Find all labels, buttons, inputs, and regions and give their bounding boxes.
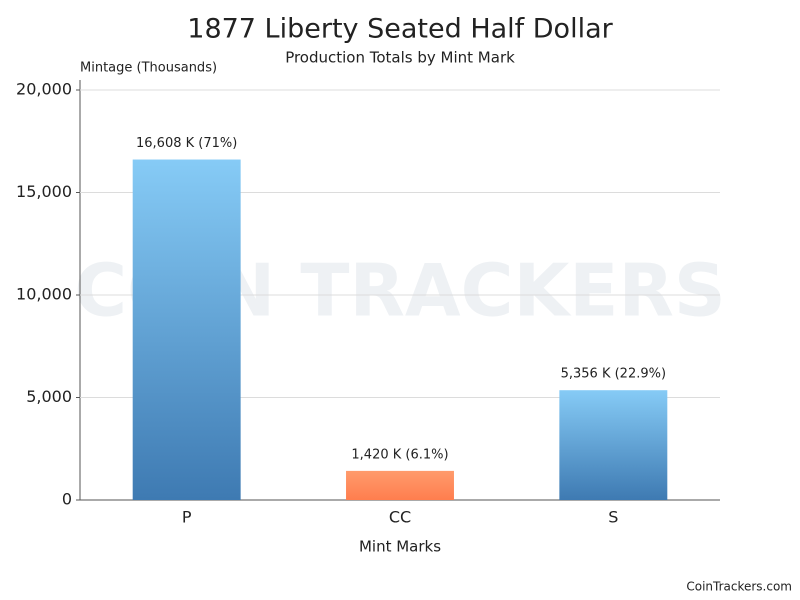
value-label: 1,420 K (6.1%) <box>351 447 448 462</box>
chart-title: 1877 Liberty Seated Half Dollar <box>187 14 613 45</box>
y-tick-label: 0 <box>62 490 72 509</box>
y-axis-title: Mintage (Thousands) <box>80 61 217 76</box>
x-tick-label: S <box>608 508 618 527</box>
x-tick-label: P <box>182 508 192 527</box>
y-tick-label: 15,000 <box>16 182 72 201</box>
source: CoinTrackers.com <box>686 580 792 594</box>
bar <box>133 160 241 500</box>
x-axis-title: Mint Marks <box>359 538 441 556</box>
chart-subtitle: Production Totals by Mint Mark <box>285 49 515 67</box>
x-tick-label: CC <box>389 508 411 527</box>
y-tick-label: 20,000 <box>16 80 72 99</box>
value-label: 5,356 K (22.9%) <box>561 367 666 382</box>
bar <box>346 471 454 500</box>
y-tick-label: 5,000 <box>26 387 72 406</box>
bar <box>559 390 667 500</box>
value-label: 16,608 K (71%) <box>136 136 237 151</box>
y-tick-label: 10,000 <box>16 285 72 304</box>
